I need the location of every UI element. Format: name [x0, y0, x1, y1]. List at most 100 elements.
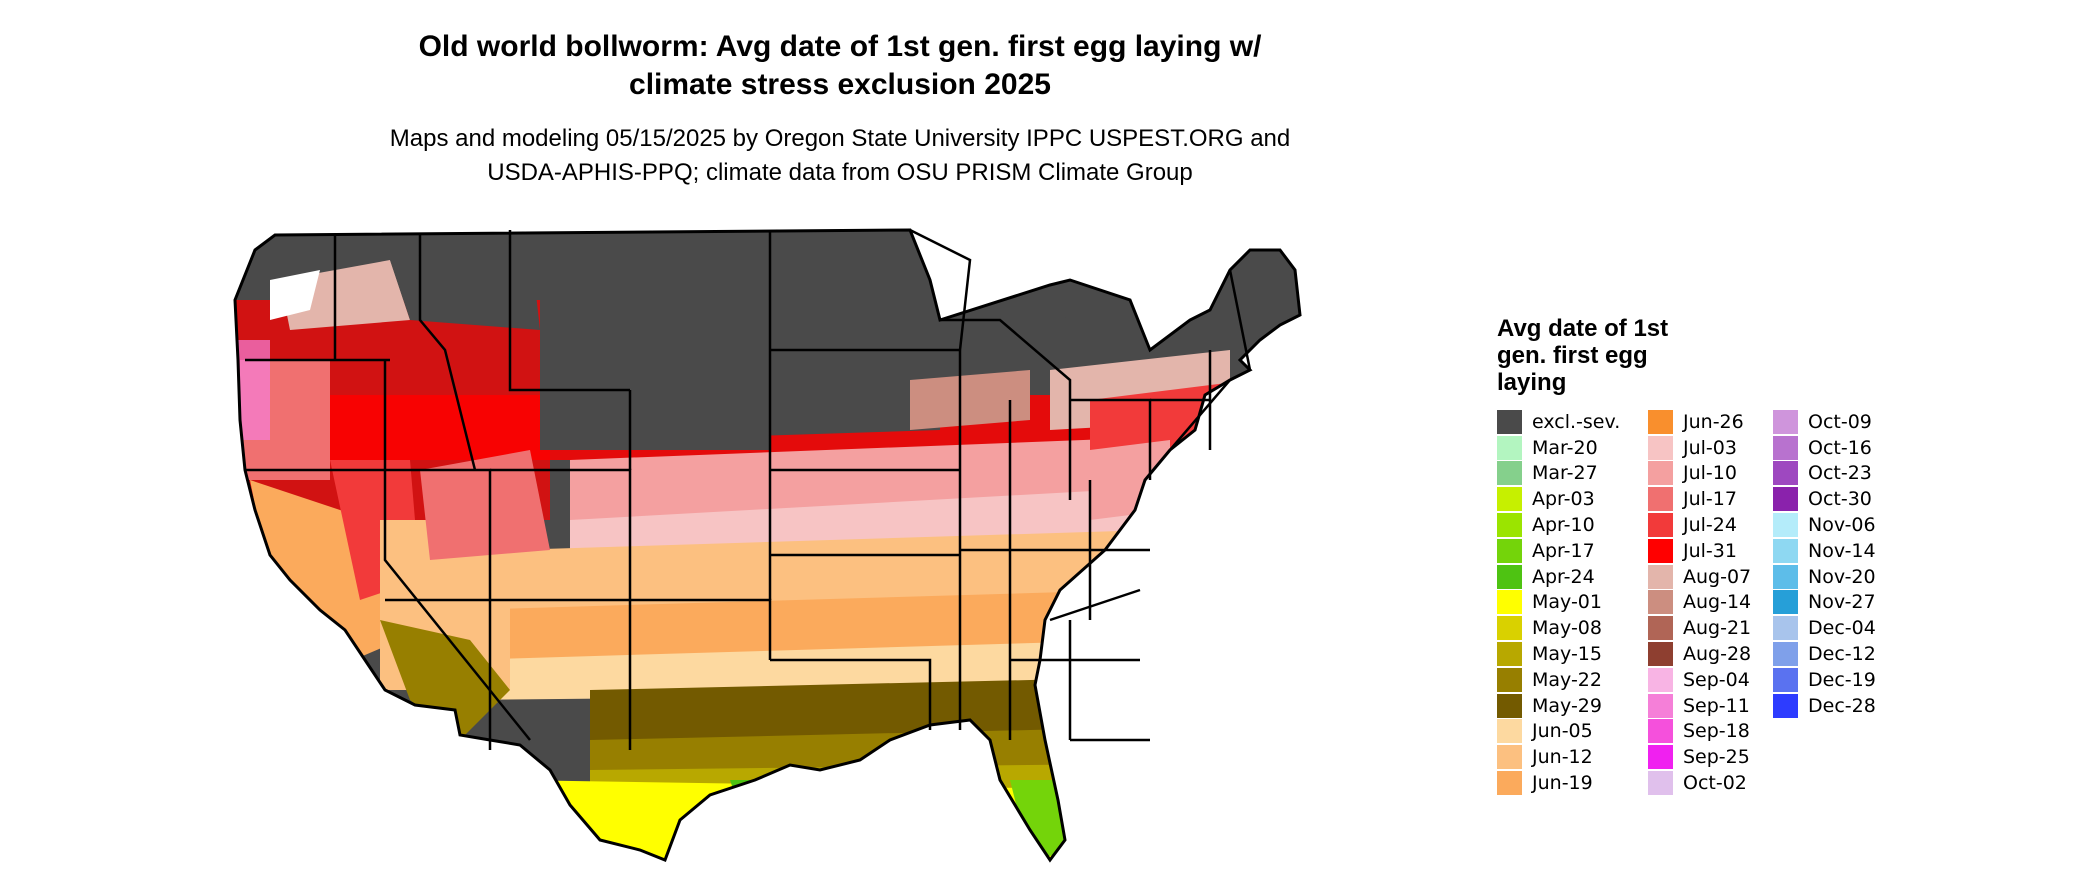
legend-swatch	[1773, 409, 1798, 434]
legend-label: Nov-20	[1808, 565, 1876, 588]
legend-item: Apr-24	[1497, 564, 1620, 590]
legend-label: Aug-21	[1683, 617, 1752, 640]
legend-label: Oct-30	[1808, 488, 1872, 511]
legend-item: May-01	[1497, 590, 1620, 616]
legend-label: Apr-17	[1532, 539, 1595, 562]
state-borders	[245, 228, 1252, 750]
legend-swatch	[1648, 590, 1673, 615]
legend-label: May-08	[1532, 617, 1602, 640]
legend-swatch	[1648, 409, 1673, 434]
legend-swatch	[1497, 435, 1522, 460]
legend-item: Jul-03	[1648, 435, 1751, 461]
legend-label: May-15	[1532, 643, 1602, 666]
legend-label: Oct-09	[1808, 410, 1872, 433]
legend-swatch	[1773, 590, 1798, 615]
legend-item: Mar-20	[1497, 435, 1620, 461]
legend-swatch	[1497, 409, 1522, 434]
legend-item: Jun-12	[1497, 744, 1620, 770]
legend-swatch	[1648, 771, 1673, 796]
legend-label: Apr-10	[1532, 514, 1595, 537]
legend-swatch	[1648, 745, 1673, 770]
legend-item: Sep-04	[1648, 667, 1751, 693]
legend-item: Aug-07	[1648, 564, 1751, 590]
legend-item: Jul-24	[1648, 512, 1751, 538]
legend-label: Aug-07	[1683, 565, 1752, 588]
map-title: Old world bollworm: Avg date of 1st gen.…	[290, 28, 1390, 104]
legend-item: excl.-sev.	[1497, 409, 1620, 435]
legend-label: Dec-12	[1808, 643, 1876, 666]
legend-item: Nov-27	[1773, 590, 1876, 616]
legend-label: Jul-31	[1683, 539, 1737, 562]
legend-label: Oct-02	[1683, 772, 1747, 795]
legend-label: Sep-18	[1683, 720, 1750, 743]
legend-label: Jun-26	[1683, 410, 1744, 433]
legend-title-line-1: Avg date of 1st	[1497, 315, 1669, 342]
legend-swatch	[1773, 513, 1798, 538]
legend-title-line-2: gen. first egg	[1497, 342, 1648, 369]
legend-item: Mar-27	[1497, 461, 1620, 487]
legend-item: Jul-10	[1648, 461, 1751, 487]
legend-label: Jul-03	[1683, 436, 1737, 459]
legend-swatch	[1497, 487, 1522, 512]
legend-label: Dec-28	[1808, 694, 1876, 717]
legend-label: Aug-28	[1683, 643, 1752, 666]
legend-swatch	[1497, 745, 1522, 770]
legend-item: Jun-05	[1497, 719, 1620, 745]
legend-label: Mar-27	[1532, 462, 1598, 485]
legend-column-3: Oct-09 Oct-16 Oct-23 Oct-30 Nov-06 Nov-14 Nov-…	[1773, 409, 1876, 719]
legend-label: Oct-16	[1808, 436, 1872, 459]
legend-label: Apr-24	[1532, 565, 1595, 588]
legend-swatch	[1648, 435, 1673, 460]
legend-label: Apr-03	[1532, 488, 1595, 511]
legend-item: May-22	[1497, 667, 1620, 693]
legend-item: Dec-04	[1773, 615, 1876, 641]
legend-item: Nov-20	[1773, 564, 1876, 590]
legend-swatch	[1648, 616, 1673, 641]
legend-swatch	[1497, 771, 1522, 796]
legend-swatch	[1773, 616, 1798, 641]
legend-item: Nov-14	[1773, 538, 1876, 564]
legend-swatch	[1648, 667, 1673, 692]
legend-item: Nov-06	[1773, 512, 1876, 538]
legend-swatch	[1773, 693, 1798, 718]
legend-swatch	[1648, 538, 1673, 563]
legend-label: Dec-04	[1808, 617, 1876, 640]
map-subtitle: Maps and modeling 05/15/2025 by Oregon S…	[290, 122, 1390, 190]
legend-label: Nov-14	[1808, 539, 1876, 562]
legend-item: Apr-03	[1497, 486, 1620, 512]
us-choropleth-map	[233, 228, 1302, 863]
legend-swatch	[1497, 461, 1522, 486]
legend-label: Nov-06	[1808, 514, 1876, 537]
legend-label: Jun-19	[1532, 772, 1593, 795]
legend-item: May-08	[1497, 615, 1620, 641]
legend-title: Avg date of 1st gen. first egg laying	[1497, 315, 1727, 396]
legend-swatch	[1773, 667, 1798, 692]
legend-swatch	[1497, 538, 1522, 563]
legend-label: Nov-27	[1808, 591, 1876, 614]
legend-swatch	[1648, 461, 1673, 486]
legend-label: May-22	[1532, 668, 1602, 691]
legend-item: Dec-28	[1773, 693, 1876, 719]
legend-swatch	[1497, 667, 1522, 692]
legend-swatch	[1773, 642, 1798, 667]
legend-label: Sep-04	[1683, 668, 1750, 691]
legend-item: Jun-19	[1497, 770, 1620, 796]
legend-swatch	[1648, 719, 1673, 744]
legend-item: Aug-28	[1648, 641, 1751, 667]
legend-label: Jun-05	[1532, 720, 1593, 743]
legend-item: Dec-19	[1773, 667, 1876, 693]
legend-swatch	[1648, 693, 1673, 718]
legend-swatch	[1648, 642, 1673, 667]
legend-label: Mar-20	[1532, 436, 1598, 459]
legend-item: May-29	[1497, 693, 1620, 719]
legend-item: Oct-09	[1773, 409, 1876, 435]
legend-item: May-15	[1497, 641, 1620, 667]
legend-swatch	[1648, 513, 1673, 538]
legend-item: Dec-12	[1773, 641, 1876, 667]
legend-swatch	[1648, 564, 1673, 589]
legend-item: Oct-02	[1648, 770, 1751, 796]
legend-label: Jun-12	[1532, 746, 1593, 769]
legend-swatch	[1497, 693, 1522, 718]
legend-item: Oct-30	[1773, 486, 1876, 512]
legend-swatch	[1497, 616, 1522, 641]
